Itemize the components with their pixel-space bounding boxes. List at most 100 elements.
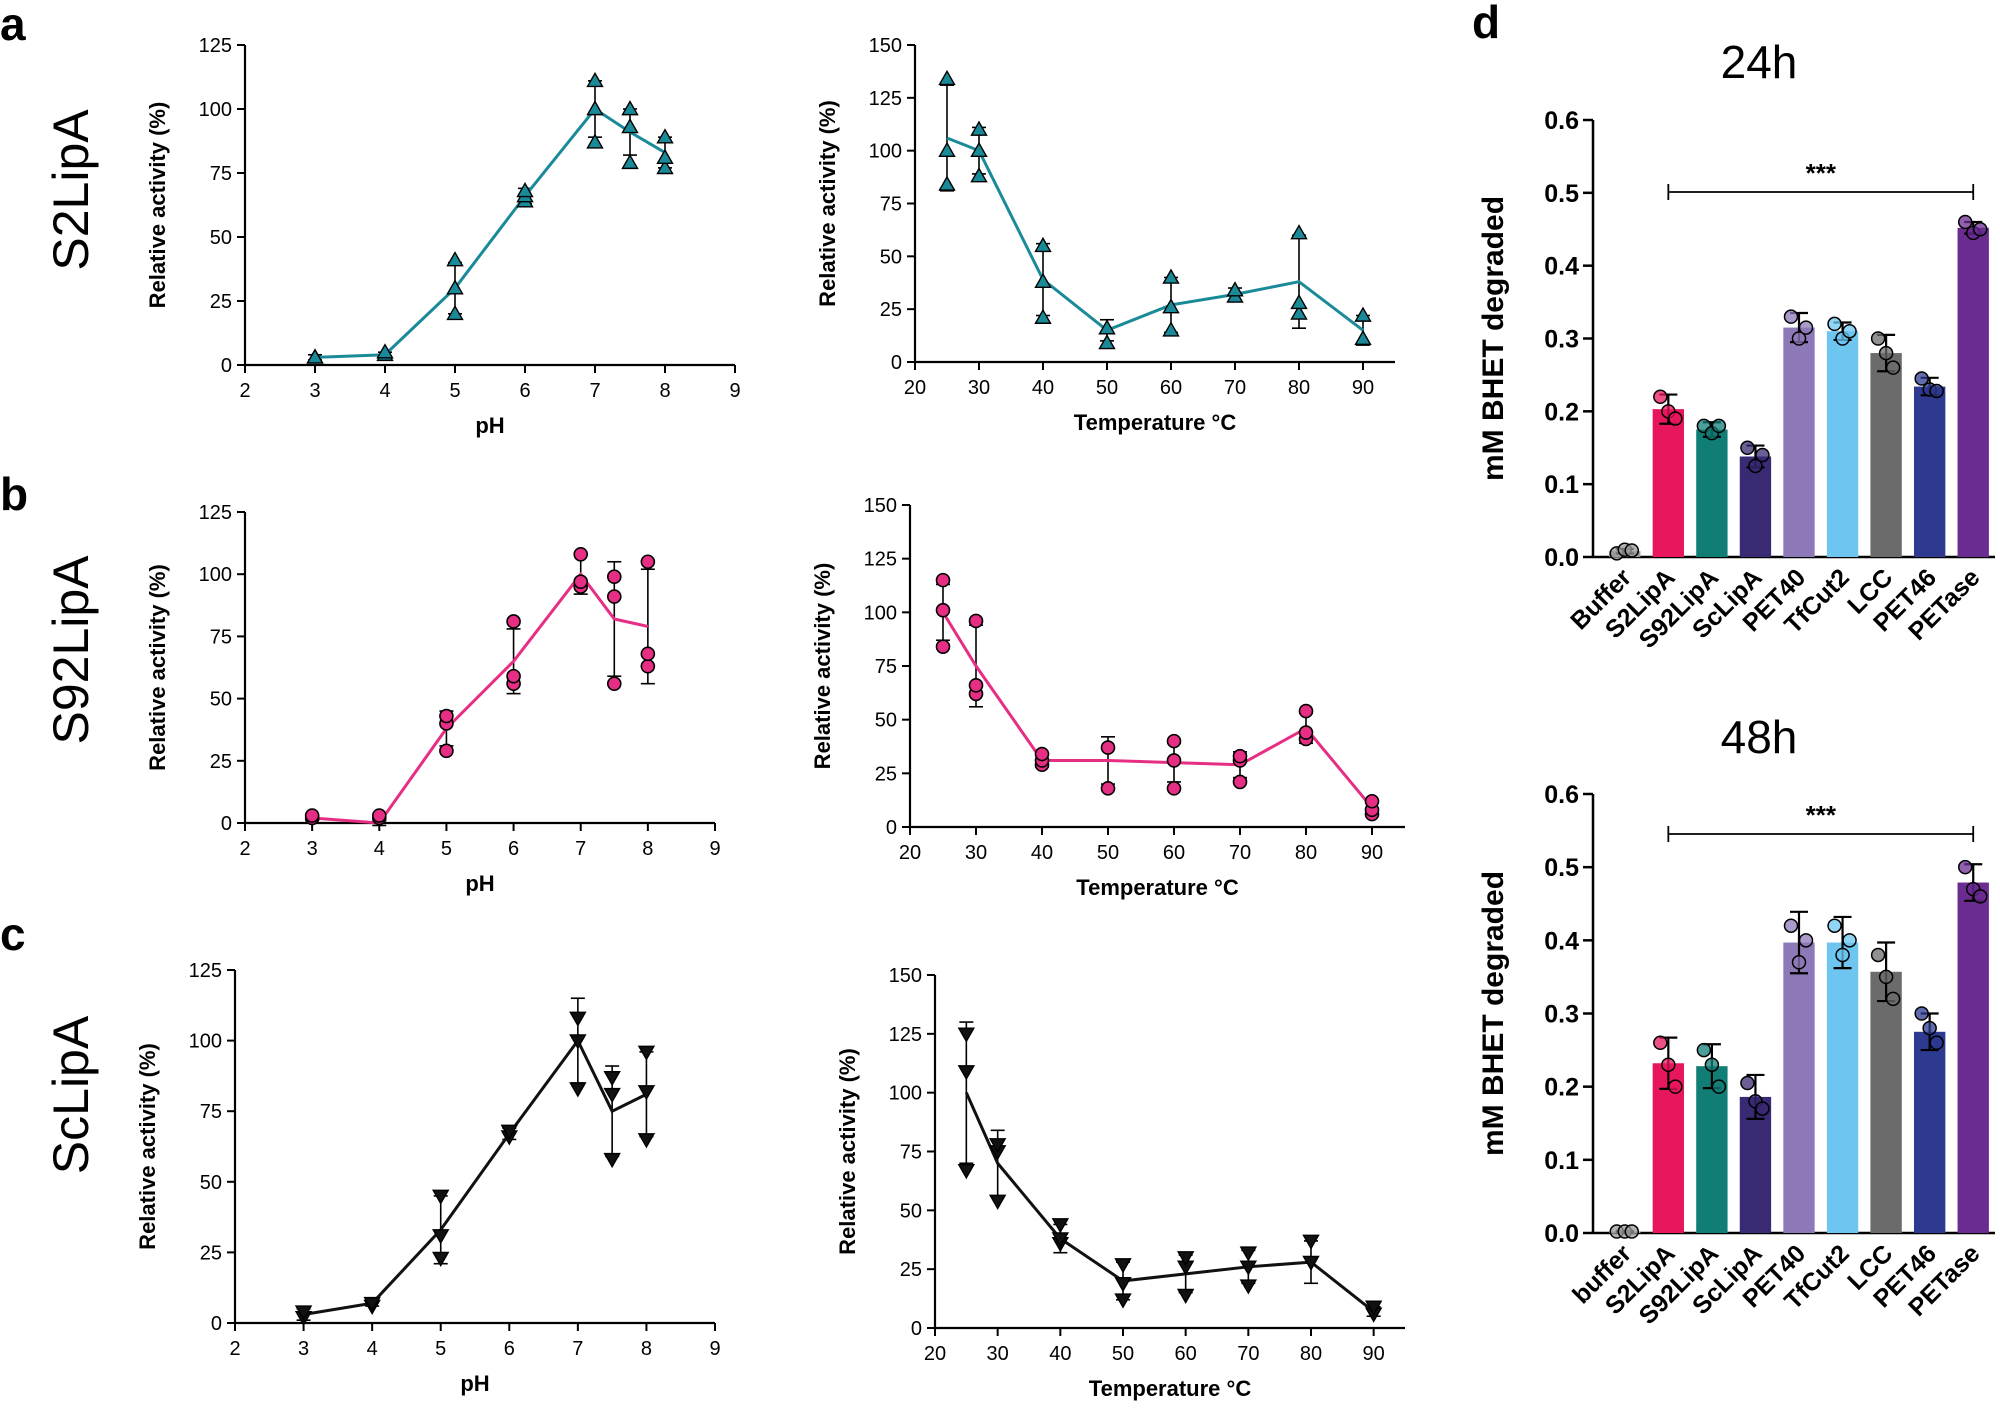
y-tick-label: 100: [889, 1083, 922, 1105]
data-point: [1034, 272, 1052, 289]
data-point: [500, 1124, 518, 1140]
y-tick-label: 0.6: [1544, 107, 1579, 135]
data-point: [1114, 1276, 1132, 1293]
data-point: [586, 100, 604, 116]
panel-letter-b: b: [0, 468, 28, 520]
data-point: [1842, 933, 1857, 948]
chart-c-temp: 0 25 50 75 100 125 150 20 30 40 50 60 70 80 90 Temperat…: [835, 965, 1405, 1401]
x-tick-label: 30: [965, 842, 987, 864]
x-tick-label: 7: [575, 838, 586, 860]
data-point: [1226, 281, 1244, 297]
data-point: [1653, 389, 1668, 405]
data-point: [656, 158, 674, 175]
x-tick-label: 30: [987, 1343, 1009, 1365]
data-point: [516, 182, 534, 198]
data-point: [294, 1305, 313, 1321]
x-axis-title: pH: [465, 871, 494, 896]
x-tick-label: 2: [239, 838, 250, 860]
data-point: [637, 1133, 656, 1149]
y-axis-title: Relative activity (%): [135, 1043, 160, 1250]
data-point: [1704, 1057, 1720, 1072]
data-point: [1114, 1293, 1132, 1309]
data-point: [304, 808, 320, 823]
data-point: [656, 128, 674, 144]
chart-b-ph: 0 25 50 75 100 125 2 3 4 5 6 7 8 9 pH Relative activity…: [145, 502, 721, 896]
x-tick-label: 2: [239, 380, 250, 402]
x-tick-label: 2: [229, 1338, 240, 1360]
data-point: [606, 589, 622, 604]
x-tick-label: 8: [659, 380, 670, 402]
y-tick-label: 125: [864, 549, 897, 571]
bar-lcc: [1870, 353, 1902, 557]
chart-d-24h: 24h 0.0 0.1 0.2 0.3 0.4 0.5 0.6 mM BHET degraded…: [1477, 36, 1995, 654]
y-tick-label: 0.1: [1544, 471, 1579, 499]
data-point: [432, 1229, 450, 1245]
x-tick-label: 40: [1049, 1343, 1071, 1365]
data-point: [1827, 316, 1842, 332]
data-point: [640, 646, 656, 662]
y-tick-label: 0.2: [1544, 1074, 1579, 1102]
data-point: [637, 1085, 656, 1101]
data-point: [1166, 781, 1182, 796]
data-point: [640, 554, 656, 570]
data-point: [371, 808, 387, 823]
data-point: [1290, 293, 1308, 310]
significance-label: ***: [1806, 800, 1837, 830]
y-tick-label: 0: [211, 1313, 222, 1335]
chart-title: 24h: [1721, 36, 1798, 88]
chart-c-ph: 0 25 50 75 100 125 2 3 4 5 6 7 8 9 pH Relative activity…: [135, 960, 721, 1396]
data-point: [1298, 725, 1314, 740]
y-tick-label: 0: [886, 817, 897, 839]
data-point: [1162, 321, 1180, 337]
y-tick-label: 25: [880, 299, 902, 321]
data-point: [970, 120, 988, 136]
x-tick-label: 6: [504, 1338, 515, 1360]
bar-pet46: [1913, 1031, 1946, 1233]
data-point: [1098, 334, 1116, 350]
data-point: [1914, 371, 1929, 386]
x-axis-title: pH: [460, 1371, 489, 1396]
data-point: [1114, 1258, 1132, 1274]
x-tick-label: 5: [441, 838, 452, 860]
data-point: [1798, 933, 1814, 948]
data-point: [1755, 1101, 1770, 1116]
y-tick-label: 0: [891, 352, 902, 374]
data-point: [1176, 1288, 1195, 1304]
y-tick-label: 0.2: [1544, 398, 1579, 426]
data-point: [1885, 991, 1901, 1007]
data-point: [1878, 969, 1894, 985]
y-tick-label: 25: [210, 291, 232, 313]
data-point: [988, 1194, 1007, 1210]
x-tick-label: 80: [1300, 1343, 1322, 1365]
x-tick-label: 90: [1361, 842, 1383, 864]
x-tick-label: 20: [899, 842, 921, 864]
y-tick-label: 125: [199, 35, 232, 57]
data-point: [968, 613, 984, 629]
x-tick-label: 3: [307, 838, 318, 860]
x-tick-label: 6: [508, 838, 519, 860]
data-point: [1711, 418, 1727, 434]
data-point: [506, 614, 521, 629]
data-point: [573, 546, 589, 562]
mean-line: [312, 571, 649, 825]
bar-s92lipa: [1696, 429, 1728, 557]
data-point: [606, 676, 622, 691]
y-tick-label: 50: [900, 1200, 922, 1222]
x-tick-label: 9: [709, 1338, 720, 1360]
data-point: [938, 69, 956, 86]
data-point: [1166, 753, 1182, 768]
data-point: [935, 572, 951, 588]
panel-letter-c: c: [0, 908, 26, 960]
data-point: [1972, 889, 1988, 904]
y-tick-label: 150: [864, 495, 897, 517]
x-tick-label: 50: [1096, 377, 1118, 399]
data-point: [957, 1027, 976, 1043]
x-tick-label: 80: [1288, 377, 1310, 399]
data-point: [1929, 1035, 1944, 1051]
data-point: [603, 1070, 621, 1087]
x-tick-label: 3: [298, 1338, 309, 1360]
x-axis-title: Temperature °C: [1074, 410, 1237, 435]
panel-letter-d: d: [1472, 0, 1500, 48]
data-point: [935, 602, 951, 618]
